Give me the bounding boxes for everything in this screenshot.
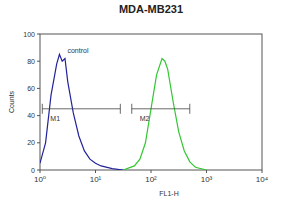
- y-tick-label: 100: [23, 31, 35, 38]
- y-tick: [37, 115, 40, 116]
- histogram-line: [40, 54, 123, 170]
- x-tick-label: 10⁴: [256, 175, 269, 184]
- gate-marker: [42, 104, 120, 114]
- y-tick-label: 20: [27, 139, 35, 146]
- gate-label: M1: [50, 115, 60, 122]
- series-label: control: [67, 47, 88, 54]
- gate-marker: [132, 104, 190, 114]
- y-tick-label: 60: [27, 85, 35, 92]
- plot-area: [40, 54, 207, 170]
- y-tick-label: 80: [27, 58, 35, 65]
- gate-label: M2: [140, 115, 150, 122]
- x-tick-label: 10²: [145, 175, 157, 184]
- x-tick: [262, 170, 263, 173]
- x-tick: [151, 170, 152, 173]
- x-tick: [206, 170, 207, 173]
- y-axis-label: Counts: [8, 90, 15, 113]
- x-tick-label: 10⁰: [34, 175, 46, 184]
- y-tick: [37, 61, 40, 62]
- plot-frame: [40, 34, 262, 170]
- y-tick: [37, 34, 40, 35]
- x-tick: [40, 170, 41, 173]
- y-tick-label: 0: [31, 167, 35, 174]
- title: MDA-MB231: [119, 3, 183, 15]
- chart: MDA-MB231 0 20 40 60 80 100 10⁰ 10¹ 10² 10³ 10⁴ FL1-…: [0, 0, 300, 200]
- x-tick-label: 10¹: [90, 175, 102, 184]
- histogram-line: [123, 58, 206, 170]
- y-tick: [37, 142, 40, 143]
- y-tick-label: 40: [27, 112, 35, 119]
- x-tick: [95, 170, 96, 173]
- x-axis-label: FL1-H: [159, 190, 178, 197]
- x-tick-label: 10³: [201, 175, 213, 184]
- y-tick: [37, 88, 40, 89]
